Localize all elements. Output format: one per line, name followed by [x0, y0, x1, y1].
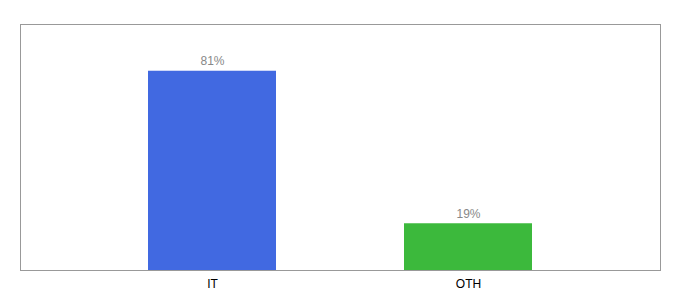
- svg-text:IT: IT: [207, 277, 218, 291]
- svg-text:OTH: OTH: [456, 277, 481, 291]
- svg-text:81%: 81%: [200, 54, 224, 68]
- svg-text:19%: 19%: [456, 207, 480, 221]
